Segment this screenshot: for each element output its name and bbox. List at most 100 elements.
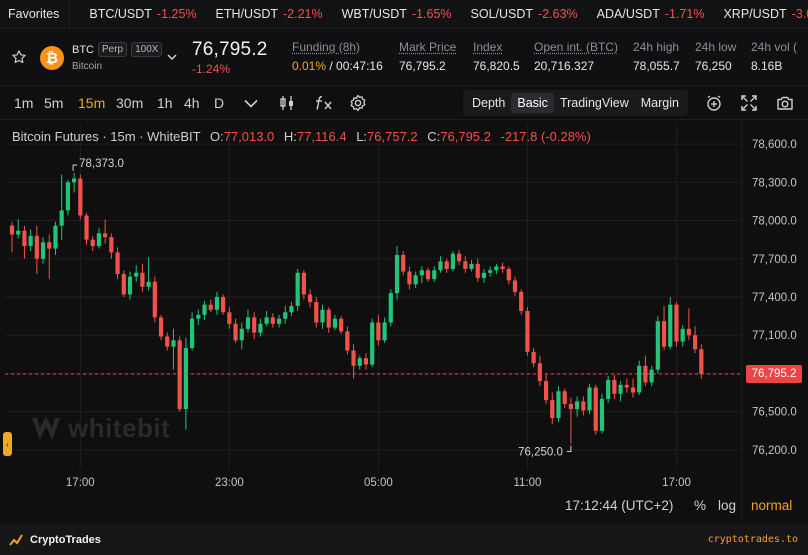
candle-body (283, 312, 288, 319)
candle-body (40, 242, 46, 259)
chevron-down-icon[interactable] (242, 94, 260, 112)
instrument-header: ₿ BTC Perp 100X Bitcoin 76,795.2 -1.24% … (0, 28, 808, 86)
ticker-symbol: ADA/USDT (596, 7, 660, 21)
log-scale-button[interactable]: log (718, 498, 737, 513)
add-alert-icon[interactable] (705, 94, 723, 112)
stat-24h-volume: 24h vol ( 8.16B (751, 40, 808, 73)
candle-body (245, 317, 251, 329)
footer-site[interactable]: cryptotrades.to (707, 534, 798, 545)
star-icon[interactable] (11, 49, 27, 65)
view-basic[interactable]: Basic (511, 93, 554, 113)
y-axis-tick-label: 76,500.0 (752, 407, 797, 419)
fullscreen-icon[interactable] (740, 94, 758, 112)
stat-label: Open int. (BTC) (534, 40, 619, 54)
candle-body (593, 387, 598, 431)
legend-low: 76,757.2 (367, 129, 418, 144)
timeframe-1h[interactable]: 1h (157, 95, 173, 111)
candle-body (84, 215, 89, 240)
candle-body (500, 266, 505, 269)
side-panel-handle[interactable]: ‹ (3, 432, 12, 456)
candle-body (152, 281, 157, 318)
percent-scale-button[interactable]: % (694, 498, 707, 513)
price-chart[interactable]: 78,600.0 78,300.0 78,000.0 77,700.0 77,400.0… (0, 121, 808, 523)
candle-body (550, 400, 555, 419)
last-price-tag: 76,795.2 (746, 365, 802, 384)
candle-body (457, 253, 462, 262)
stat-open-interest: Open int. (BTC) 20,716.327 (534, 40, 618, 73)
ticker-symbol: BTC/USDT (89, 7, 152, 21)
whitebit-logo-icon (32, 415, 60, 440)
timeframe-d[interactable]: D (214, 95, 225, 111)
candle-body (376, 322, 381, 341)
candle-body (115, 252, 120, 275)
view-depth[interactable]: Depth (472, 96, 506, 110)
favorites-tab[interactable]: Favorites (0, 0, 71, 28)
candlestick-type-icon[interactable] (278, 94, 296, 112)
candle-body (16, 230, 21, 235)
candle-body (326, 309, 331, 328)
candle-body (264, 317, 269, 324)
timeframe-4h[interactable]: 4h (184, 95, 200, 111)
y-axis-tick-label: 77,700.0 (752, 254, 797, 266)
candle-body (519, 291, 524, 312)
candle-body (444, 261, 449, 269)
stat-24h-low: 24h low 76,250 (695, 40, 736, 73)
view-tradingview[interactable]: TradingView (559, 96, 629, 110)
ticker-change: -1.25% (156, 7, 197, 21)
footer-bar: CryptoTrades cryptotrades.to (0, 524, 808, 555)
candle-body (581, 401, 586, 411)
bitcoin-logo-icon: ₿ (40, 46, 64, 70)
timeframe-1m[interactable]: 1m (14, 95, 34, 111)
candle-body (189, 318, 195, 348)
candle-body (34, 235, 39, 259)
change-percent: -1.24% (192, 62, 231, 76)
settings-gear-icon[interactable] (349, 94, 367, 112)
stat-label: 24h vol ( (751, 40, 798, 54)
candle-body (556, 391, 561, 419)
ticker-item[interactable]: XRP/USDT -3.03% (704, 7, 808, 21)
candle-body (543, 381, 549, 401)
ticker-item[interactable]: WBT/USDT -1.65% (323, 7, 452, 21)
ticker-change: -1.65% (411, 7, 452, 21)
candle-body (475, 263, 480, 278)
ohlc-legend: Bitcoin Futures · 15m · WhiteBIT O:77,01… (12, 129, 591, 144)
timeframe-5m[interactable]: 5m (44, 95, 64, 111)
stat-mark-price: Mark Price 76,795.2 (399, 40, 456, 73)
timeframe-30m[interactable]: 30m (116, 95, 144, 111)
candle-body (90, 239, 95, 247)
candle-body (693, 335, 698, 350)
stat-funding[interactable]: Funding (8h) 0.01% / 00:47:16 (292, 40, 383, 73)
view-margin[interactable]: Margin (640, 96, 679, 110)
instrument-selector[interactable]: BTC Perp 100X Bitcoin (72, 42, 163, 72)
ticker-item[interactable]: BTC/USDT -1.25% (70, 7, 196, 21)
candle-body (214, 297, 220, 310)
footer-brand: CryptoTrades (9, 533, 101, 547)
candle-body (587, 387, 592, 411)
candle-body (233, 323, 238, 341)
timeframe-15m[interactable]: 15m (78, 95, 106, 111)
ticker-item[interactable]: ETH/USDT -2.21% (197, 7, 323, 21)
candle-body (599, 398, 605, 431)
stat-value: 8.16B (751, 59, 783, 73)
legend-close: 76,795.2 (440, 129, 491, 144)
instrument-symbol: BTC (72, 43, 94, 56)
chevron-down-icon[interactable] (166, 51, 178, 63)
candle-body (78, 178, 83, 216)
candle-body (363, 358, 369, 365)
candle-body (537, 363, 542, 382)
screenshot-camera-icon[interactable] (776, 94, 794, 112)
indicators-fx-icon[interactable] (313, 94, 335, 112)
whitebit-watermark: whitebit (30, 413, 170, 444)
candle-body (401, 254, 406, 272)
candlestick-chart[interactable]: 78,600.0 78,300.0 78,000.0 77,700.0 77,400.0… (0, 121, 808, 523)
normal-scale-button[interactable]: normal (751, 498, 793, 513)
price-block: 76,795.2 -1.24% (192, 39, 268, 76)
legend-change: -217.8 (-0.28%) (500, 129, 591, 144)
ticker-item[interactable]: ADA/USDT -1.71% (578, 7, 705, 21)
ticker-symbol: XRP/USDT (723, 7, 787, 21)
candle-body (506, 268, 511, 281)
ticker-item[interactable]: SOL/USDT -2.63% (452, 7, 578, 21)
candle-body (525, 311, 530, 352)
chart-view-switcher: Depth Basic TradingView Margin (463, 90, 688, 116)
candle-body (686, 328, 691, 336)
